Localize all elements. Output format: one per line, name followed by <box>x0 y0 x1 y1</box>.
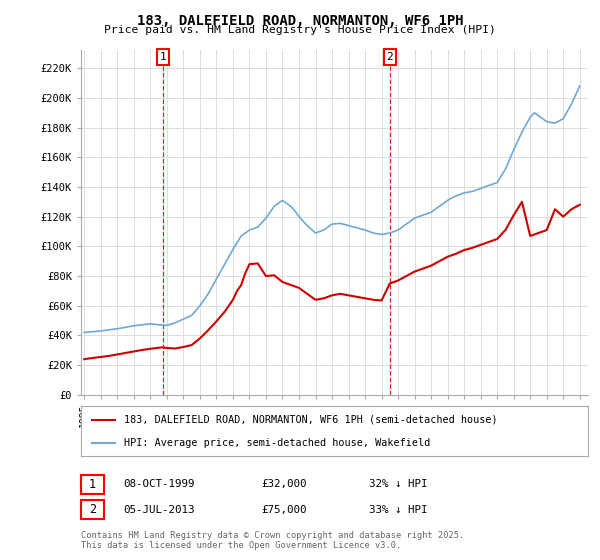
Text: 32% ↓ HPI: 32% ↓ HPI <box>369 479 427 489</box>
Text: 05-JUL-2013: 05-JUL-2013 <box>123 505 194 515</box>
Text: 08-OCT-1999: 08-OCT-1999 <box>123 479 194 489</box>
Text: £32,000: £32,000 <box>261 479 307 489</box>
Text: 33% ↓ HPI: 33% ↓ HPI <box>369 505 427 515</box>
Text: 2: 2 <box>386 52 393 62</box>
Text: £75,000: £75,000 <box>261 505 307 515</box>
Text: 183, DALEFIELD ROAD, NORMANTON, WF6 1PH (semi-detached house): 183, DALEFIELD ROAD, NORMANTON, WF6 1PH … <box>124 414 498 424</box>
Text: Price paid vs. HM Land Registry's House Price Index (HPI): Price paid vs. HM Land Registry's House … <box>104 25 496 35</box>
Text: 1: 1 <box>89 478 96 491</box>
Text: Contains HM Land Registry data © Crown copyright and database right 2025.
This d: Contains HM Land Registry data © Crown c… <box>81 531 464 550</box>
Text: 183, DALEFIELD ROAD, NORMANTON, WF6 1PH: 183, DALEFIELD ROAD, NORMANTON, WF6 1PH <box>137 14 463 28</box>
Text: HPI: Average price, semi-detached house, Wakefield: HPI: Average price, semi-detached house,… <box>124 438 430 448</box>
Text: 2: 2 <box>89 503 96 516</box>
Text: 1: 1 <box>160 52 166 62</box>
